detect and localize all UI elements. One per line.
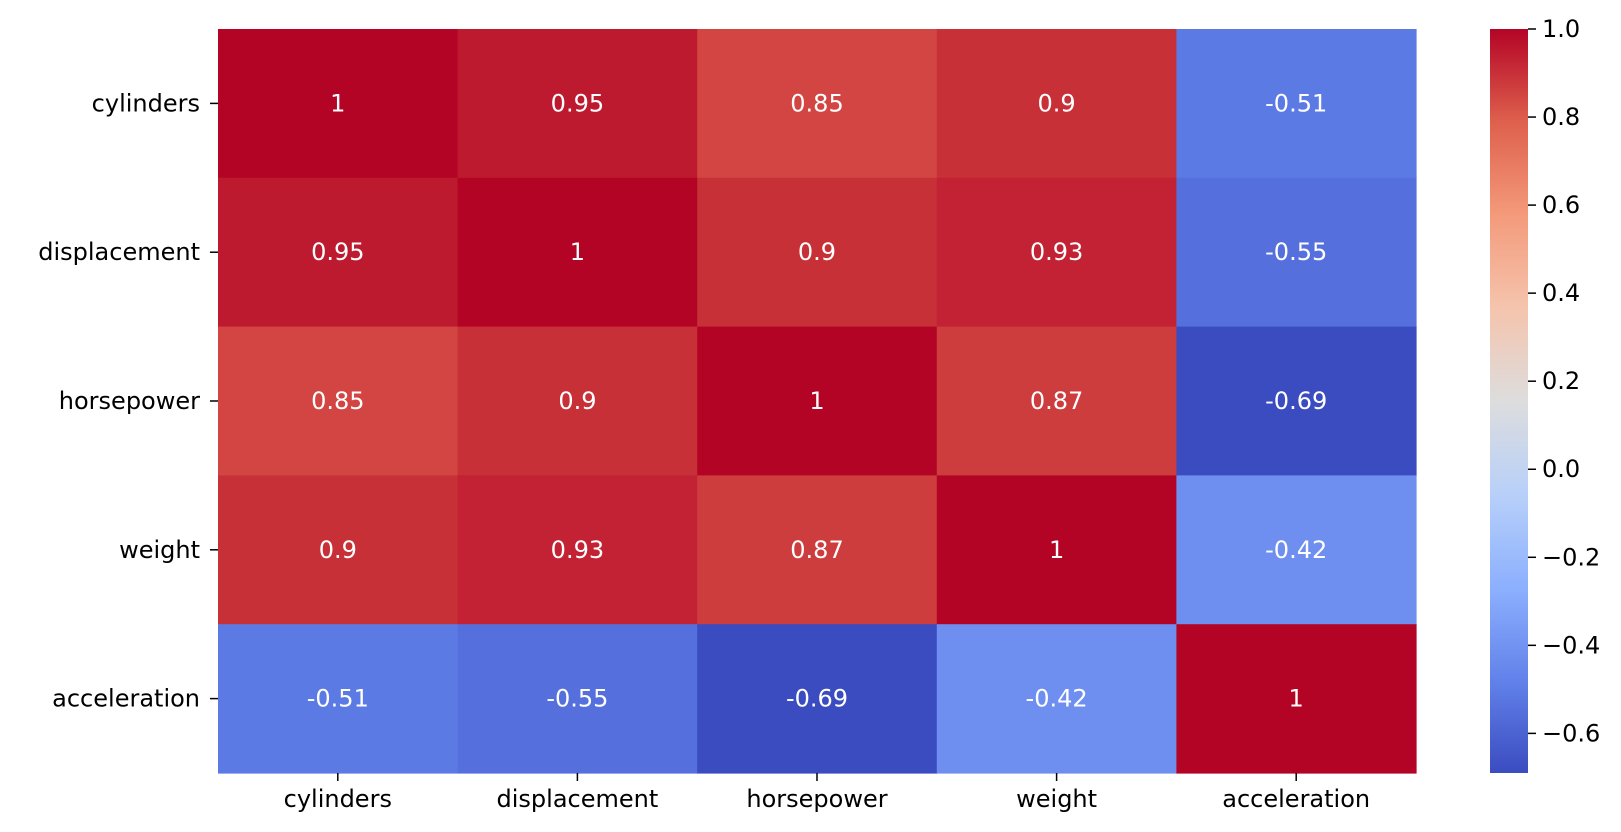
colorbar-tick-label: −0.4 — [1542, 631, 1600, 659]
y-axis: cylinders displacement horsepower weight acc… — [38, 89, 218, 713]
cell-value-label: 0.9 — [558, 387, 596, 415]
cell-value-label: -0.69 — [786, 685, 848, 713]
colorbar-tick-label: 0.8 — [1542, 103, 1580, 131]
cell-value-label: -0.55 — [1265, 238, 1327, 266]
cell-value-label: -0.51 — [307, 685, 369, 713]
heatmap-grid: 1 0.95 0.85 0.9 -0.51 0.95 1 0.9 0.93 -0.55 0.85 0.… — [218, 29, 1417, 774]
cell-value-label: 0.85 — [311, 387, 364, 415]
heatmap-cell-cylinders-horsepower — [697, 29, 938, 179]
heatmap-cell-weight-cylinders — [218, 475, 459, 625]
cell-value-label: -0.42 — [1026, 685, 1088, 713]
cell-value-label: 1 — [330, 89, 345, 117]
cell-value-label: 0.9 — [798, 238, 836, 266]
colorbar-tick-label: 0.2 — [1542, 367, 1580, 395]
heatmap-cell-cylinders-acceleration — [1176, 29, 1417, 179]
cell-value-label: -0.51 — [1265, 89, 1327, 117]
heatmap-cell-acceleration-cylinders — [218, 624, 459, 774]
heatmap-cell-acceleration-weight — [936, 624, 1177, 774]
cell-value-label: 0.87 — [1030, 387, 1083, 415]
heatmap-cell-horsepower-weight — [936, 326, 1177, 476]
heatmap-cell-cylinders-displacement — [457, 29, 698, 179]
x-tick-label-horsepower: horsepower — [746, 785, 887, 813]
y-tick-label-cylinders: cylinders — [92, 89, 200, 117]
colorbar-tick-label: 0.4 — [1542, 279, 1580, 307]
cell-value-label: 0.95 — [551, 89, 604, 117]
cell-value-label: 0.95 — [311, 238, 364, 266]
heatmap-cell-cylinders-cylinders — [218, 29, 459, 179]
cell-value-label: 0.93 — [1030, 238, 1083, 266]
y-tick-label-displacement: displacement — [38, 238, 200, 266]
cell-value-label: 0.9 — [1038, 89, 1076, 117]
heatmap-cell-cylinders-weight — [936, 29, 1177, 179]
cell-value-label: 0.85 — [790, 89, 843, 117]
colorbar-tick-label: −0.2 — [1542, 543, 1600, 571]
heatmap-cell-horsepower-acceleration — [1176, 326, 1417, 476]
colorbar: 1.0 0.8 0.6 0.4 0.2 0.0 −0.2 −0.4 −0.6 — [1490, 15, 1600, 773]
heatmap-cell-weight-displacement — [457, 475, 698, 625]
colorbar-tick-label: 0.6 — [1542, 191, 1580, 219]
cell-value-label: -0.55 — [546, 685, 608, 713]
heatmap-cell-weight-acceleration — [1176, 475, 1417, 625]
cell-value-label: 1 — [1049, 536, 1064, 564]
heatmap-cell-displacement-acceleration — [1176, 177, 1417, 328]
heatmap-cell-displacement-cylinders — [218, 177, 459, 328]
x-tick-label-cylinders: cylinders — [284, 785, 392, 813]
x-tick-label-acceleration: acceleration — [1222, 785, 1370, 813]
y-tick-label-acceleration: acceleration — [52, 685, 200, 713]
colorbar-tick-label: 0.0 — [1542, 455, 1580, 483]
cell-value-label: -0.69 — [1265, 387, 1327, 415]
y-tick-label-horsepower: horsepower — [59, 387, 200, 415]
cell-value-label: 1 — [570, 238, 585, 266]
heatmap-cell-acceleration-acceleration — [1176, 624, 1417, 774]
heatmap-cell-displacement-weight — [936, 177, 1177, 328]
x-axis: cylinders displacement horsepower weight acc… — [284, 773, 1370, 813]
cell-value-label: 0.93 — [551, 536, 604, 564]
cell-value-label: -0.42 — [1265, 536, 1327, 564]
heatmap-cell-horsepower-horsepower — [697, 326, 938, 476]
y-tick-label-weight: weight — [119, 536, 200, 564]
cell-value-label: 0.9 — [319, 536, 357, 564]
cell-value-label: 1 — [809, 387, 824, 415]
heatmap-cell-displacement-displacement — [457, 177, 698, 328]
colorbar-tick-label: 1.0 — [1542, 15, 1580, 43]
heatmap-cell-displacement-horsepower — [697, 177, 938, 328]
colorbar-tick-label: −0.6 — [1542, 719, 1600, 747]
heatmap-cell-acceleration-displacement — [457, 624, 698, 774]
cell-value-label: 0.87 — [790, 536, 843, 564]
heatmap-cell-acceleration-horsepower — [697, 624, 938, 774]
heatmap-cell-weight-horsepower — [697, 475, 938, 625]
heatmap-cell-horsepower-displacement — [457, 326, 698, 476]
colorbar-gradient — [1490, 29, 1528, 773]
heatmap-cell-weight-weight — [936, 475, 1177, 625]
x-tick-label-weight: weight — [1016, 785, 1097, 813]
heatmap-cell-horsepower-cylinders — [218, 326, 459, 476]
cell-value-label: 1 — [1289, 685, 1304, 713]
x-tick-label-displacement: displacement — [497, 785, 659, 813]
